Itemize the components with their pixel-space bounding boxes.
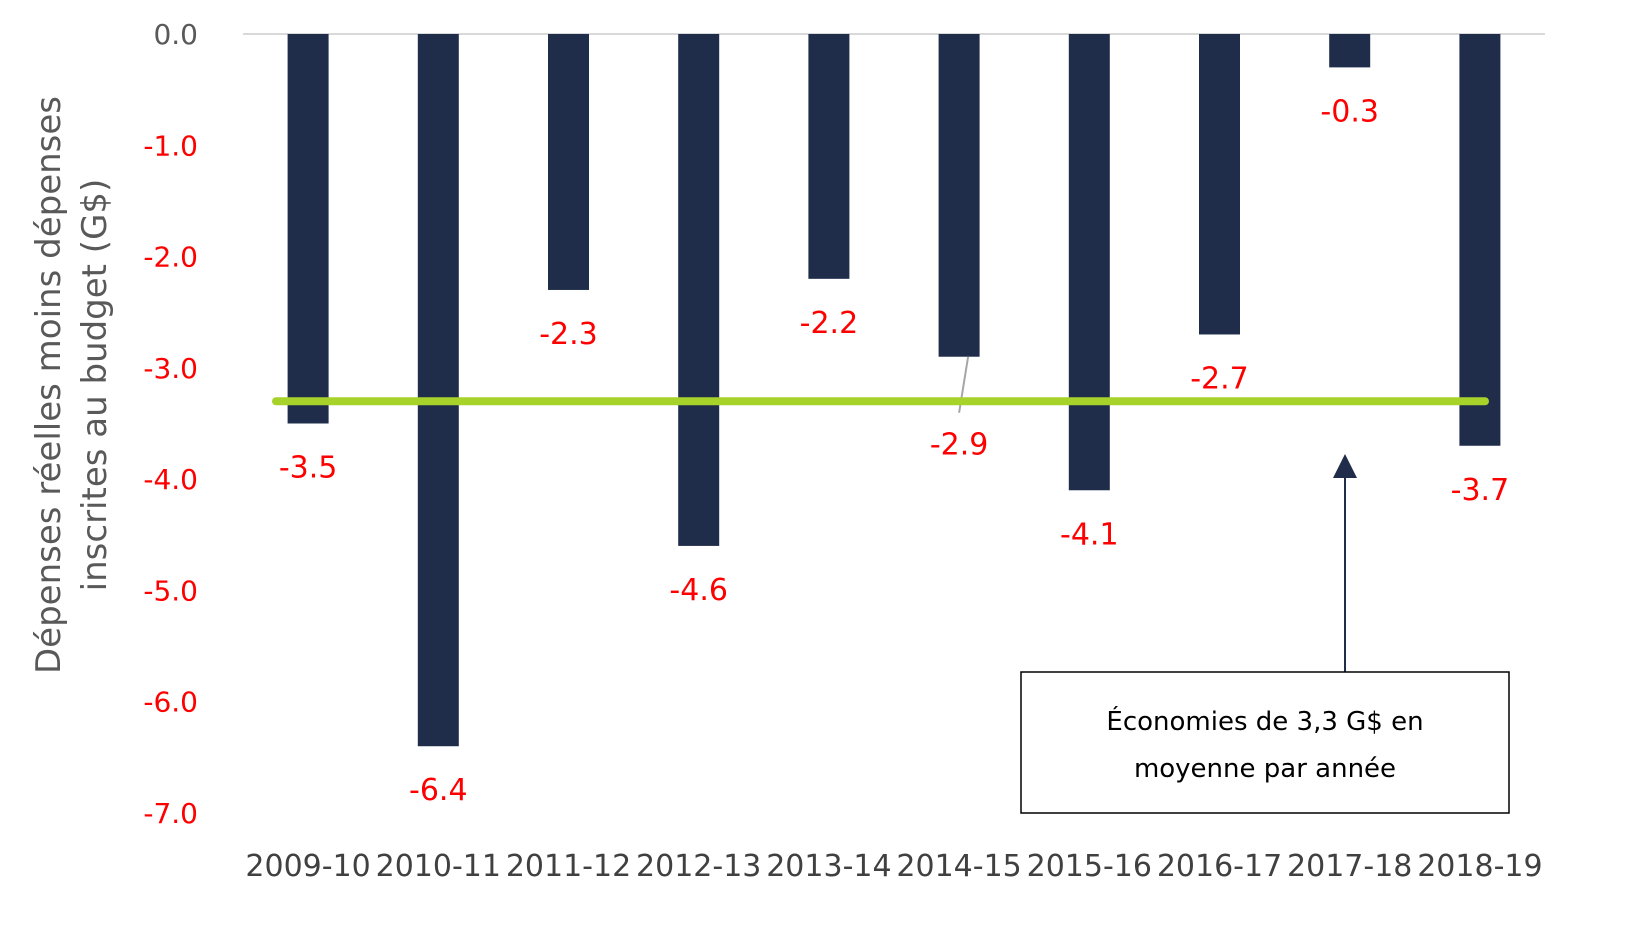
y-tick-label: -5.0 xyxy=(143,574,198,607)
bar xyxy=(287,34,329,424)
y-axis-title: Dépenses réelles moins dépenses inscrite… xyxy=(29,96,115,674)
data-label: -6.4 xyxy=(409,773,468,808)
x-tick-label: 2018-19 xyxy=(1417,849,1542,884)
y-axis-title-line-1: Dépenses réelles moins dépenses xyxy=(29,96,69,674)
data-label: -4.6 xyxy=(669,573,728,608)
x-axis-ticks: 2009-10 2010-11 2011-12 2012-13 2013-14 2014-… xyxy=(245,849,1542,884)
y-tick-label: -6.0 xyxy=(143,686,198,719)
y-tick-label: -7.0 xyxy=(143,797,198,830)
y-tick-label: -2.0 xyxy=(143,241,198,274)
data-labels: -3.5 -6.4 -2.3 -4.6 -2.2 -2.9 -4.1 -2.7 -0.3 -3.7 xyxy=(279,94,1509,808)
y-axis-title-line-2: inscrites au budget (G$) xyxy=(75,179,115,592)
data-label: -0.3 xyxy=(1320,94,1379,129)
bar xyxy=(808,34,850,279)
data-label: -2.2 xyxy=(800,306,859,341)
annotation-line-2: moyenne par année xyxy=(1134,754,1396,784)
annotation-arrow-head xyxy=(1333,454,1357,478)
x-tick-label: 2015-16 xyxy=(1027,849,1152,884)
x-tick-label: 2013-14 xyxy=(766,849,891,884)
y-tick-label: 0.0 xyxy=(153,18,198,51)
bar xyxy=(1068,34,1110,491)
bar xyxy=(1329,34,1371,68)
x-tick-label: 2014-15 xyxy=(896,849,1021,884)
annotation: Économies de 3,3 G$ en moyenne par année xyxy=(1020,454,1510,814)
data-label: -2.9 xyxy=(930,428,989,463)
x-tick-label: 2012-13 xyxy=(636,849,761,884)
data-label: -2.7 xyxy=(1190,361,1249,396)
x-tick-label: 2009-10 xyxy=(245,849,370,884)
x-tick-label: 2011-12 xyxy=(506,849,631,884)
data-label: -2.3 xyxy=(539,317,598,352)
bar xyxy=(1459,34,1501,446)
x-tick-label: 2010-11 xyxy=(376,849,501,884)
bar xyxy=(678,34,720,546)
data-label: -4.1 xyxy=(1060,517,1119,552)
x-tick-label: 2016-17 xyxy=(1157,849,1282,884)
bar xyxy=(417,34,459,747)
x-tick-label: 2017-18 xyxy=(1287,849,1412,884)
bar xyxy=(548,34,589,290)
annotation-box xyxy=(1020,671,1510,814)
y-tick-label: -1.0 xyxy=(143,129,198,162)
bars xyxy=(287,34,1501,747)
bar xyxy=(1199,34,1240,335)
y-axis-ticks: 0.0 -1.0 -2.0 -3.0 -4.0 -5.0 -6.0 -7.0 xyxy=(143,18,198,830)
y-tick-label: -4.0 xyxy=(143,463,198,496)
data-label: -3.7 xyxy=(1451,473,1510,508)
data-label: -3.5 xyxy=(279,451,338,486)
y-tick-label: -3.0 xyxy=(143,352,198,385)
bar xyxy=(938,34,980,357)
annotation-line-1: Économies de 3,3 G$ en xyxy=(1106,705,1423,737)
